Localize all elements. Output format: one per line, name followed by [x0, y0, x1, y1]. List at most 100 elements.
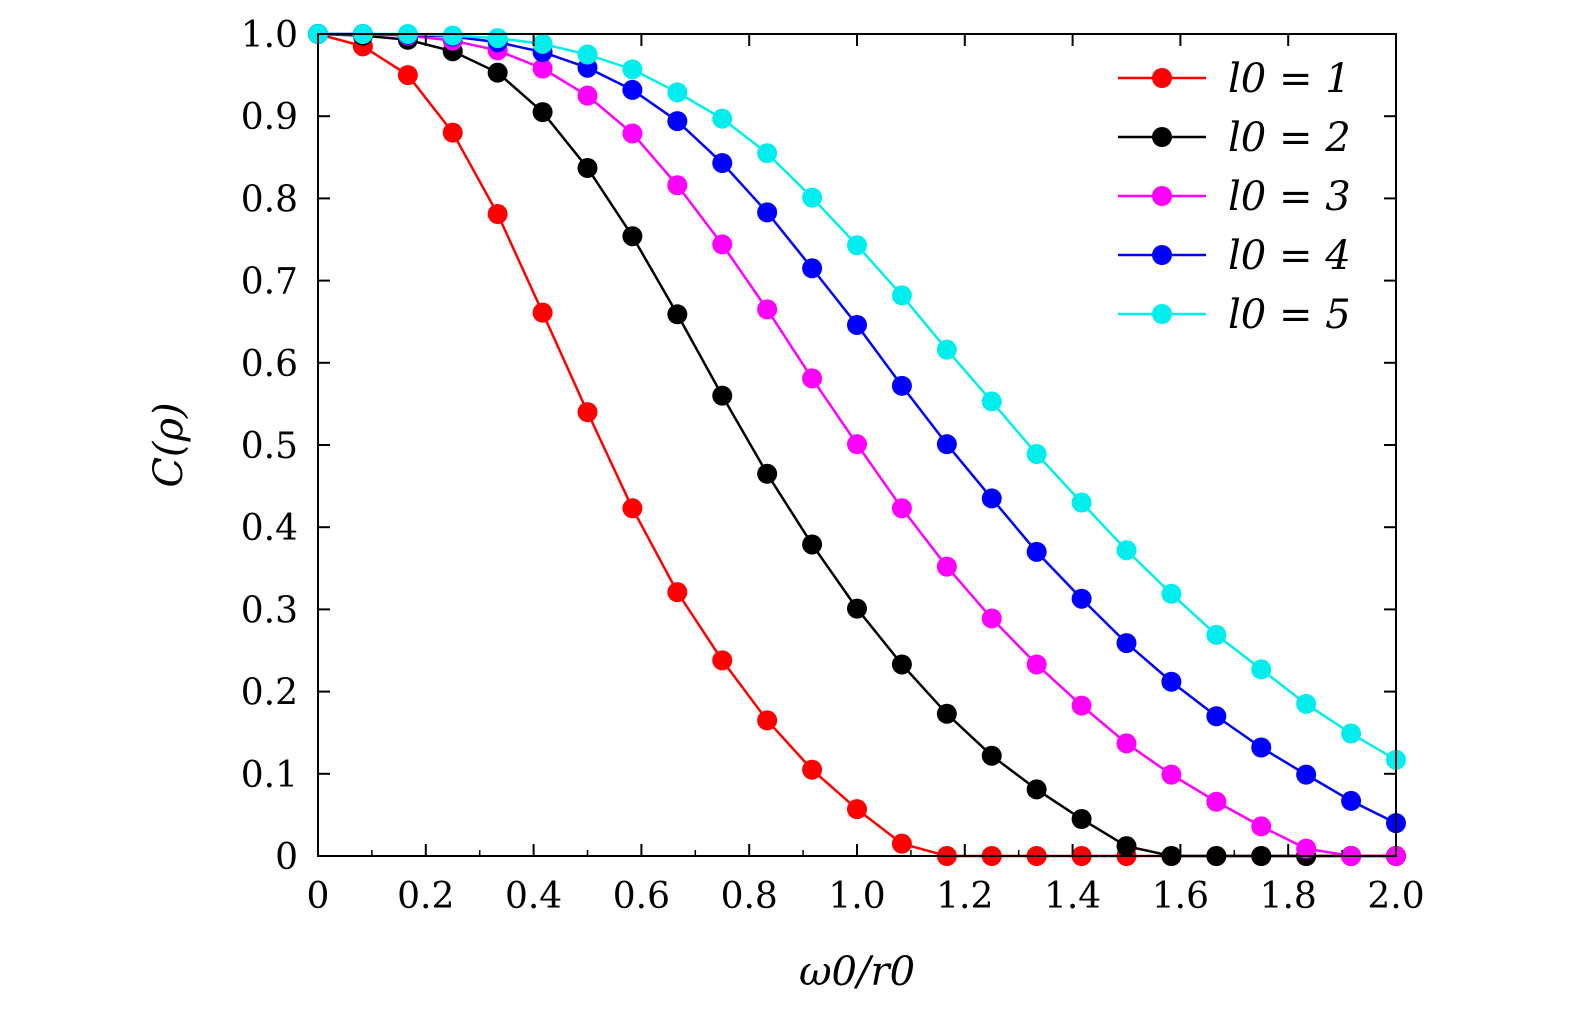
- data-point: [1116, 540, 1137, 561]
- y-tick-label: 0.9: [241, 97, 298, 138]
- data-point: [757, 143, 778, 164]
- data-point: [532, 102, 553, 123]
- data-point: [981, 488, 1002, 509]
- data-point: [1206, 624, 1227, 645]
- legend-marker: [1152, 127, 1172, 147]
- x-tick-label: 1.0: [828, 876, 885, 917]
- data-point: [667, 304, 688, 325]
- data-point: [442, 25, 463, 46]
- data-point: [1026, 779, 1047, 800]
- data-point: [532, 58, 553, 79]
- data-point: [1026, 444, 1047, 465]
- data-point: [936, 703, 957, 724]
- data-point: [802, 534, 823, 555]
- data-point: [1071, 588, 1092, 609]
- data-point: [757, 463, 778, 484]
- x-axis-label: ω0/r0: [799, 949, 915, 995]
- data-point: [1116, 633, 1137, 654]
- data-point: [847, 314, 867, 335]
- data-point: [622, 226, 643, 247]
- x-axis: 0 0.2 0.4 0.6 0.8 1.0 1.2 1.4 1.6 1.8 2.0: [307, 34, 1425, 917]
- data-point: [802, 187, 823, 208]
- y-tick-label: 0.7: [241, 262, 298, 303]
- data-point: [1071, 809, 1092, 830]
- data-point: [802, 759, 823, 780]
- y-tick-label: 1.0: [241, 15, 298, 56]
- data-point: [712, 153, 733, 174]
- data-point: [1071, 695, 1092, 716]
- data-point: [981, 745, 1002, 766]
- data-point: [1161, 671, 1182, 692]
- data-point: [532, 33, 553, 54]
- data-point: [712, 108, 733, 129]
- x-tick-label: 0.4: [505, 876, 562, 917]
- data-point: [1296, 693, 1317, 714]
- y-tick-label: 0.1: [241, 755, 298, 796]
- series-5: [308, 24, 1406, 770]
- x-tick-label: 1.4: [1044, 876, 1101, 917]
- data-point: [891, 375, 912, 396]
- data-point: [1161, 764, 1182, 785]
- y-tick-label: 0.4: [241, 508, 298, 549]
- data-point: [712, 650, 733, 671]
- legend-item: l0 = 1: [1118, 56, 1351, 102]
- x-tick-label: 2.0: [1367, 876, 1424, 917]
- data-point: [622, 123, 643, 144]
- data-point: [802, 258, 823, 279]
- legend-label: l0 = 3: [1228, 174, 1351, 220]
- legend-item: l0 = 5: [1118, 292, 1351, 338]
- data-point: [936, 556, 957, 577]
- data-point: [757, 710, 778, 731]
- data-point: [981, 391, 1002, 412]
- y-tick-label: 0.2: [241, 673, 298, 714]
- data-point: [1341, 790, 1362, 811]
- plot-area: [308, 24, 1406, 866]
- data-point: [487, 62, 508, 83]
- legend-label: l0 = 2: [1228, 115, 1351, 161]
- data-point: [1026, 541, 1047, 562]
- x-tick-label: 1.6: [1152, 876, 1209, 917]
- data-point: [891, 285, 912, 306]
- x-tick-label: 0.8: [721, 876, 778, 917]
- data-point: [622, 79, 643, 100]
- y-tick-label: 0: [275, 837, 298, 878]
- x-tick-label: 1.2: [936, 876, 993, 917]
- y-tick-label: 0.3: [241, 590, 298, 631]
- data-point: [577, 157, 598, 178]
- data-point: [397, 65, 418, 86]
- data-point: [622, 498, 643, 519]
- data-point: [757, 202, 778, 223]
- data-point: [1251, 816, 1272, 837]
- y-axis-label: C(ρ): [146, 402, 192, 487]
- data-point: [981, 608, 1002, 629]
- legend-marker: [1152, 304, 1172, 324]
- x-tick-label: 0: [307, 876, 330, 917]
- legend-marker: [1152, 245, 1172, 265]
- x-tick-label: 0.2: [397, 876, 454, 917]
- y-axis: 0 0.1 0.2 0.3 0.4 0.5 0.6 0.7 0.8 0.9 1.0: [241, 15, 1396, 878]
- data-point: [712, 385, 733, 406]
- legend: l0 = 1 l0 = 2 l0 = 3 l0 = 4 l0 = 5: [1118, 56, 1351, 338]
- legend-marker: [1152, 68, 1172, 88]
- data-point: [667, 175, 688, 196]
- data-point: [1116, 836, 1137, 857]
- data-point: [936, 339, 957, 360]
- data-point: [1251, 659, 1272, 680]
- legend-label: l0 = 4: [1228, 233, 1351, 279]
- data-point: [847, 235, 867, 256]
- data-point: [1296, 764, 1317, 785]
- data-point: [1116, 733, 1137, 754]
- data-point: [577, 44, 598, 65]
- data-point: [936, 434, 957, 455]
- data-point: [487, 28, 508, 49]
- data-point: [847, 598, 867, 619]
- legend-item: l0 = 3: [1118, 174, 1351, 220]
- y-tick-label: 0.5: [241, 426, 298, 467]
- data-point: [847, 434, 867, 455]
- data-point: [1206, 791, 1227, 812]
- legend-label: l0 = 1: [1228, 56, 1351, 102]
- data-point: [712, 234, 733, 255]
- x-tick-label: 0.6: [613, 876, 670, 917]
- data-point: [891, 654, 912, 675]
